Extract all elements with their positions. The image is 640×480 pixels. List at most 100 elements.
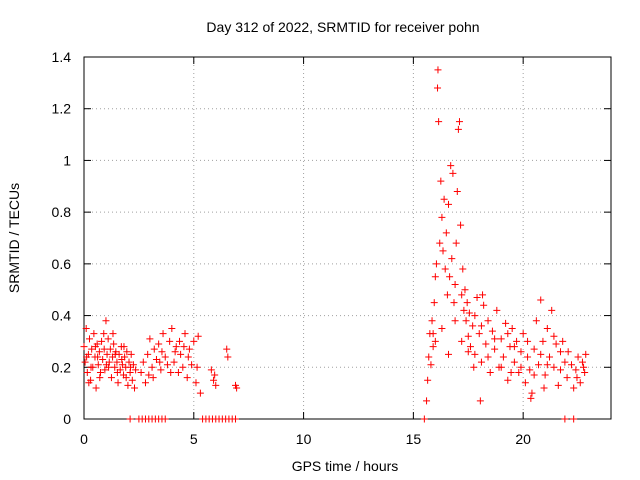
data-point xyxy=(436,239,444,247)
data-point xyxy=(526,366,534,374)
data-point xyxy=(482,340,490,348)
data-point xyxy=(233,384,241,392)
data-point xyxy=(439,247,447,255)
data-point xyxy=(556,348,564,356)
data-point xyxy=(508,325,516,332)
data-point xyxy=(192,379,200,387)
data-point xyxy=(102,361,110,369)
data-point xyxy=(517,363,525,371)
data-point xyxy=(158,348,166,356)
chart-title: Day 312 of 2022, SRMTID for receiver poh… xyxy=(206,19,479,35)
data-point xyxy=(174,368,182,376)
data-point xyxy=(100,330,108,338)
data-point xyxy=(110,340,118,348)
data-point xyxy=(460,306,468,314)
data-point xyxy=(183,374,191,382)
data-point xyxy=(543,325,551,332)
data-point xyxy=(101,366,109,374)
data-point xyxy=(159,330,167,338)
data-point xyxy=(527,394,535,402)
data-point xyxy=(196,389,204,397)
data-point xyxy=(207,366,215,374)
data-point xyxy=(212,381,220,389)
data-point xyxy=(435,118,443,126)
data-point xyxy=(476,397,484,405)
data-point xyxy=(113,368,121,376)
x-tick-label: 20 xyxy=(515,431,531,447)
data-point xyxy=(554,381,562,389)
data-point xyxy=(528,389,536,397)
data-point xyxy=(471,312,479,320)
data-point xyxy=(106,345,114,353)
data-point xyxy=(563,374,571,382)
data-point xyxy=(126,415,134,423)
data-point xyxy=(561,358,569,366)
data-point xyxy=(455,118,463,126)
data-point xyxy=(141,379,149,387)
data-point xyxy=(550,332,558,340)
data-point xyxy=(445,200,453,208)
data-point xyxy=(83,368,91,376)
data-point xyxy=(540,384,548,392)
data-point xyxy=(111,363,119,371)
data-point xyxy=(552,340,560,348)
data-point xyxy=(484,317,492,325)
data-point xyxy=(464,348,472,356)
data-point xyxy=(94,361,102,369)
x-axis-label: GPS time / hours xyxy=(292,458,399,474)
data-point xyxy=(453,187,461,195)
data-point xyxy=(132,366,140,374)
data-point xyxy=(107,374,115,382)
data-point xyxy=(430,299,438,307)
data-point xyxy=(144,350,152,358)
data-point xyxy=(454,125,462,133)
data-point xyxy=(184,353,192,361)
data-point xyxy=(510,343,518,351)
data-point xyxy=(578,358,586,366)
data-point xyxy=(443,291,451,299)
data-point xyxy=(504,376,512,384)
data-point xyxy=(570,415,578,423)
data-point xyxy=(524,353,532,361)
data-point xyxy=(122,374,130,382)
data-point xyxy=(211,371,219,379)
data-point xyxy=(535,361,543,369)
data-point xyxy=(537,296,545,304)
data-point xyxy=(424,376,432,384)
data-point xyxy=(120,343,128,351)
data-point xyxy=(491,345,499,353)
data-point xyxy=(123,348,131,356)
data-point xyxy=(167,368,175,376)
data-point xyxy=(176,337,184,345)
data-point xyxy=(190,337,198,345)
x-tick-label: 15 xyxy=(406,431,422,447)
data-point xyxy=(434,84,442,92)
data-point xyxy=(507,368,515,376)
data-point xyxy=(171,348,179,356)
data-point xyxy=(559,337,567,345)
data-point xyxy=(156,358,164,366)
data-point xyxy=(567,361,575,369)
data-point xyxy=(179,363,187,371)
y-tick-label: 0 xyxy=(63,411,71,427)
y-tick-label: 0.2 xyxy=(52,359,72,375)
data-point xyxy=(477,322,485,330)
data-point xyxy=(96,374,104,382)
data-point xyxy=(148,363,156,371)
data-point xyxy=(128,376,136,384)
data-point xyxy=(499,353,507,361)
data-point xyxy=(431,337,439,345)
data-point xyxy=(442,229,450,237)
data-point xyxy=(521,379,529,387)
data-point xyxy=(139,358,147,366)
data-point xyxy=(448,255,456,263)
data-point xyxy=(137,368,145,376)
data-point xyxy=(581,368,589,376)
data-point xyxy=(479,291,487,299)
data-point xyxy=(149,374,157,382)
grid-lines xyxy=(84,57,611,419)
data-point xyxy=(428,317,436,325)
data-point xyxy=(181,330,189,338)
data-point xyxy=(451,281,459,289)
